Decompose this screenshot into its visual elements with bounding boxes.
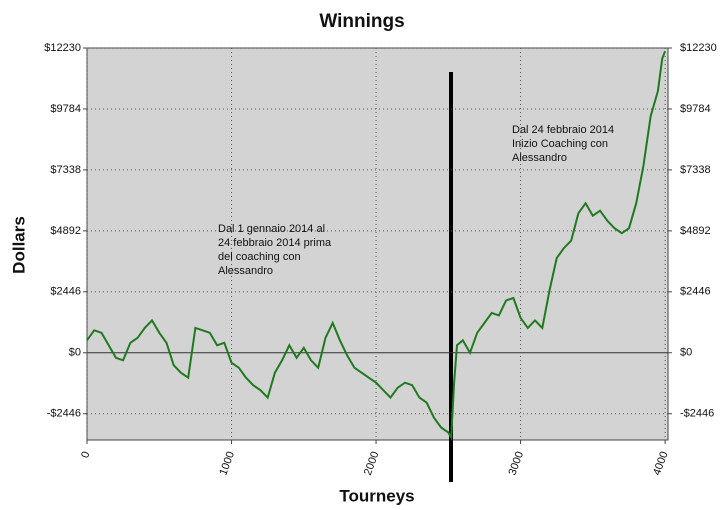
annotation: Alessandro (218, 265, 273, 277)
annotation: del coaching con (218, 251, 301, 263)
x-tick-label: 2000 (362, 450, 382, 477)
y2-tick-label: $4892 (680, 225, 711, 237)
plot-area (86, 47, 669, 441)
y2-tick-label: $9784 (680, 103, 711, 115)
x-tick-label: 4000 (651, 450, 671, 477)
data-line (86, 50, 667, 441)
y2-tick-label: $12230 (680, 42, 717, 54)
y2-tick-label: $7338 (680, 164, 711, 176)
x-axis-title: Tourneys (339, 486, 414, 505)
y-tick-label: -$2446 (47, 408, 81, 420)
annotation: Dal 24 febbraio 2014 (512, 124, 614, 136)
x-tick-label: 0 (79, 450, 92, 460)
y-tick-label: $7338 (50, 164, 81, 176)
y-tick-label: $2446 (50, 286, 81, 298)
annotation: 24 febbraio 2014 prima (218, 237, 332, 249)
x-tick-label: 3000 (506, 450, 526, 477)
y-tick-label: $0 (69, 347, 81, 359)
y-tick-label: $9784 (50, 103, 81, 115)
y-axis-title: Dollars (9, 216, 28, 274)
y2-tick-label: $2446 (680, 286, 711, 298)
y2-tick-label: -$2446 (680, 408, 714, 420)
y-tick-label: $4892 (50, 225, 81, 237)
annotation: Dal 1 gennaio 2014 al (218, 223, 325, 235)
annotation: Inizio Coaching con (512, 138, 608, 150)
annotation: Alessandro (512, 152, 567, 164)
y-tick-label: $12230 (44, 42, 81, 54)
chart-title: Winnings (319, 11, 404, 32)
x-tick-label: 1000 (217, 450, 237, 477)
y2-tick-label: $0 (680, 347, 692, 359)
